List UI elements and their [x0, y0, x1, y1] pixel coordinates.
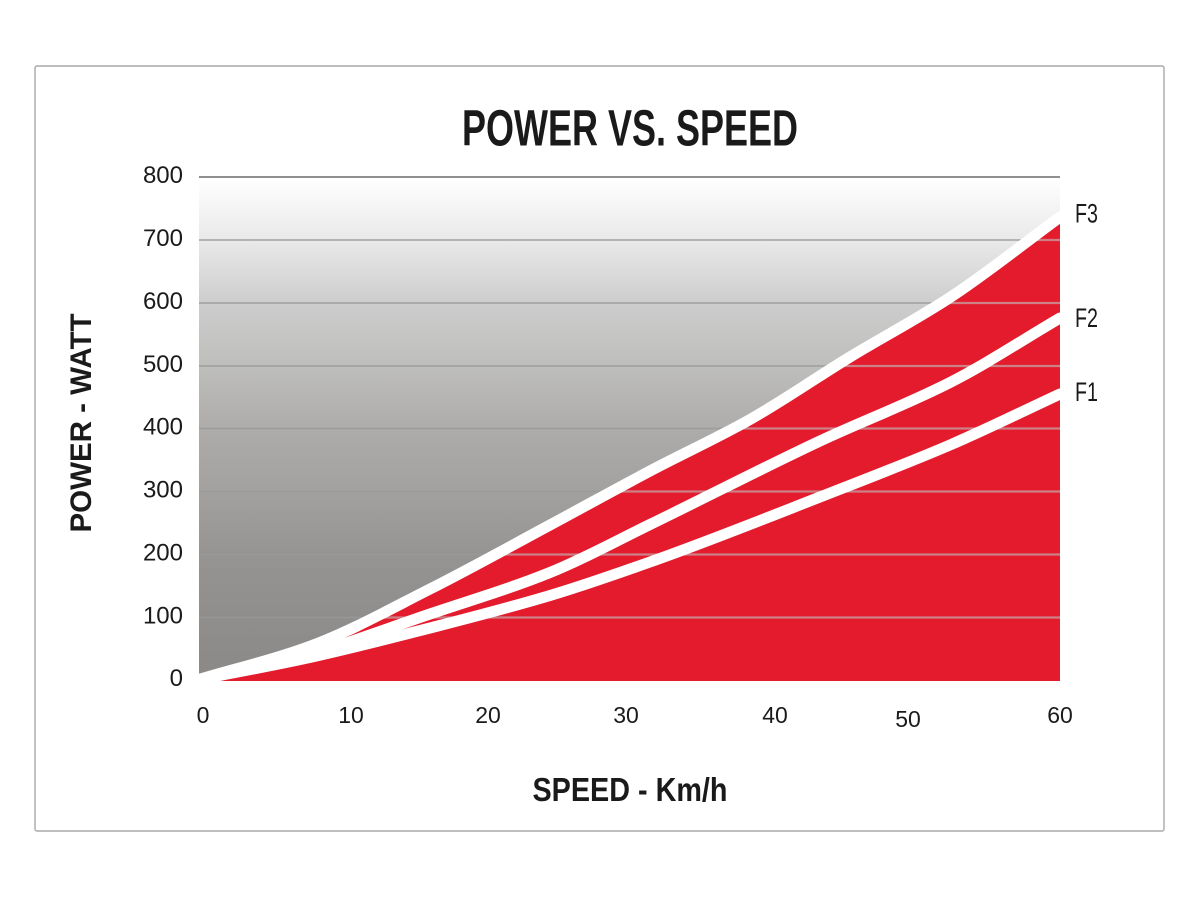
svg-text:20: 20	[475, 702, 501, 728]
svg-text:F2: F2	[1075, 303, 1098, 333]
svg-text:F1: F1	[1075, 377, 1098, 407]
svg-text:0: 0	[170, 665, 183, 692]
svg-text:F3: F3	[1075, 199, 1098, 229]
svg-text:0: 0	[197, 702, 210, 728]
svg-text:200: 200	[143, 540, 183, 567]
svg-text:600: 600	[143, 288, 183, 315]
svg-text:800: 800	[143, 162, 183, 189]
svg-text:100: 100	[143, 603, 183, 630]
svg-text:40: 40	[762, 702, 788, 728]
svg-text:400: 400	[143, 414, 183, 441]
svg-text:30: 30	[613, 702, 639, 728]
svg-text:10: 10	[338, 702, 364, 728]
svg-text:60: 60	[1047, 702, 1073, 728]
svg-text:POWER VS. SPEED: POWER VS. SPEED	[462, 100, 798, 157]
svg-text:300: 300	[143, 477, 183, 504]
svg-text:POWER - WATT: POWER - WATT	[65, 314, 98, 533]
svg-text:500: 500	[143, 351, 183, 378]
svg-text:700: 700	[143, 225, 183, 252]
svg-text:SPEED - Km/h: SPEED - Km/h	[533, 771, 728, 808]
svg-text:50: 50	[895, 706, 921, 732]
